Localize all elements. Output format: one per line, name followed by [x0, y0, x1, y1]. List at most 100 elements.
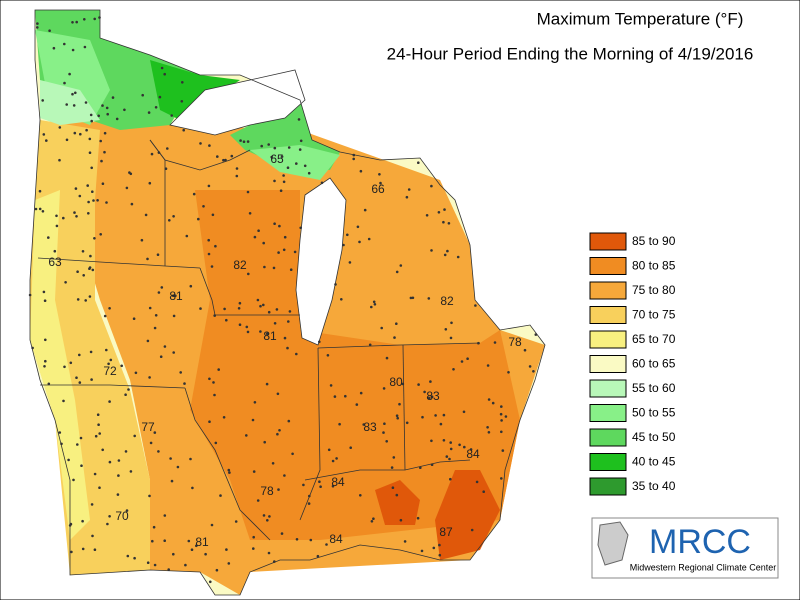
station-dot — [295, 352, 298, 356]
legend-swatch — [589, 379, 627, 398]
temperature-zone — [30, 120, 150, 575]
lake — [169, 69, 306, 136]
station-dot — [174, 294, 177, 298]
station-dot — [172, 215, 175, 218]
station-dot — [68, 524, 72, 527]
station-dot — [62, 399, 65, 403]
legend-swatch — [589, 257, 627, 275]
station-dot — [449, 336, 453, 340]
station-dot — [462, 410, 466, 414]
station-dot — [156, 253, 160, 256]
station-dot — [265, 382, 269, 386]
station-dot — [210, 523, 214, 527]
station-dot — [445, 455, 449, 458]
station-dot — [182, 128, 185, 132]
station-dot — [185, 234, 189, 238]
station-dot — [93, 472, 97, 476]
station-dot — [421, 415, 424, 419]
station-dot — [238, 323, 242, 327]
station-dot — [71, 21, 74, 24]
station-dot — [179, 371, 182, 374]
station-dot — [257, 229, 260, 232]
station-dot — [262, 303, 265, 307]
station-dot — [448, 457, 451, 461]
station-dot — [146, 561, 150, 564]
station-dot — [125, 186, 129, 190]
legend-label: 85 to 90 — [632, 234, 676, 248]
station-dot — [195, 544, 198, 548]
station-dot — [146, 257, 149, 261]
station-dot — [507, 371, 510, 374]
station-dot — [428, 396, 431, 400]
station-dot — [430, 249, 433, 252]
station-dot — [89, 350, 93, 354]
station-dot — [158, 95, 162, 99]
station-label: 80 — [389, 375, 403, 389]
station-dot — [70, 550, 73, 554]
station-dot — [74, 91, 77, 95]
station-dot — [133, 434, 136, 438]
station-dot — [47, 236, 50, 239]
station-dot — [283, 336, 287, 340]
station-dot — [238, 301, 242, 305]
station-dot — [491, 401, 495, 405]
station-dot — [214, 244, 217, 248]
station-dot — [42, 290, 46, 294]
station-dot — [91, 268, 95, 272]
station-dot — [268, 515, 271, 518]
station-dot — [120, 364, 123, 368]
station-dot — [76, 270, 79, 274]
station-dot — [237, 307, 241, 310]
station-dot — [73, 211, 76, 214]
station-dot — [44, 359, 47, 363]
station-dot — [153, 431, 157, 434]
station-dot — [41, 99, 44, 102]
station-dot — [60, 442, 63, 446]
station-dot — [126, 554, 130, 558]
station-dot — [47, 382, 51, 386]
station-dot — [363, 208, 367, 212]
station-dot — [382, 387, 386, 390]
station-dot — [224, 158, 227, 162]
station-dot — [94, 434, 98, 438]
station-dot — [262, 514, 266, 517]
station-dot — [83, 18, 86, 21]
title: Maximum Temperature (°F) — [537, 9, 744, 28]
station-dot — [356, 225, 360, 229]
station-dot — [276, 392, 280, 396]
legend-label: 55 to 60 — [632, 381, 676, 395]
station-dot — [93, 548, 97, 551]
station-dot — [153, 326, 157, 330]
station-dot — [141, 93, 144, 97]
station-dot — [398, 402, 401, 406]
station-dot — [320, 181, 324, 185]
station-dot — [172, 294, 175, 298]
legend-swatch — [589, 281, 627, 300]
station-dot — [207, 238, 210, 242]
station-dot — [439, 422, 443, 426]
station-dot — [291, 452, 294, 456]
station-dot — [86, 184, 89, 187]
temperature-zone — [190, 190, 520, 540]
station-dot — [159, 355, 163, 359]
legend-label: 50 to 55 — [632, 406, 676, 420]
station-dot — [299, 139, 303, 143]
station-dot — [87, 200, 90, 204]
station-dot — [242, 140, 246, 143]
logo-name: MRCC — [649, 523, 751, 561]
station-dot — [331, 484, 335, 488]
station-dot — [152, 525, 156, 529]
station-dot — [358, 240, 361, 244]
station-dot — [222, 158, 225, 162]
station-dot — [72, 104, 76, 107]
station-dot — [295, 538, 299, 541]
station-dot — [84, 299, 87, 302]
station-dot — [214, 441, 218, 445]
station-dot — [417, 383, 420, 386]
station-dot — [297, 118, 301, 121]
station-dot — [470, 528, 474, 532]
station-dot — [430, 439, 433, 443]
station-dot — [144, 213, 148, 217]
station-dot — [75, 215, 78, 218]
station-dot — [63, 365, 66, 369]
